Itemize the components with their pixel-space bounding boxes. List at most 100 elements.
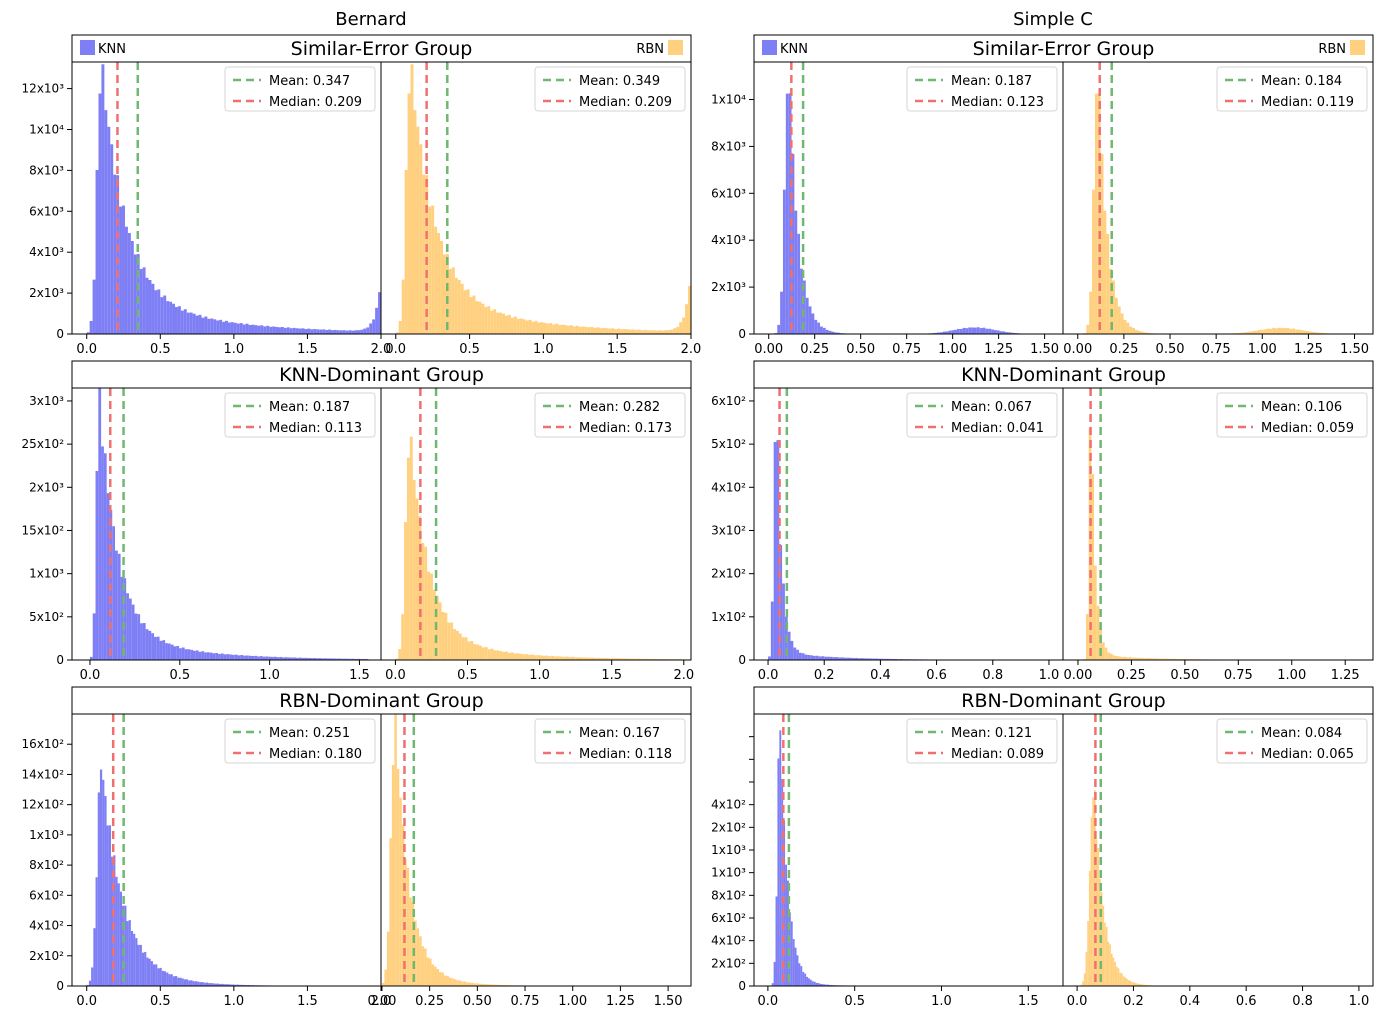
hist-bar — [802, 280, 806, 334]
x-tick-label: 1.25 — [1294, 342, 1323, 357]
legend-box — [224, 718, 376, 764]
hist-bar — [835, 657, 839, 660]
hist-bar — [262, 656, 266, 660]
hist-bar — [812, 655, 816, 660]
hist-bar — [496, 984, 499, 986]
hist-bar — [431, 964, 435, 986]
hist-bar — [232, 984, 235, 986]
hist-bar — [122, 205, 125, 334]
hist-bar — [473, 644, 477, 660]
hist-bar — [419, 936, 422, 986]
hist-bar — [682, 317, 686, 334]
legend-mean-label: Mean: 0.067 — [951, 400, 1032, 415]
group-title: Similar-Error Group — [291, 38, 473, 60]
hist-bar — [319, 329, 323, 334]
hist-bar — [657, 658, 661, 660]
hist-bar — [849, 657, 853, 660]
hist-bar — [95, 170, 99, 334]
hist-bar — [815, 655, 819, 660]
hist-bar — [188, 980, 191, 986]
hist-bar — [894, 658, 898, 660]
hist-bar — [623, 329, 627, 334]
hist-bar — [476, 644, 480, 660]
hist-bar — [1117, 306, 1121, 334]
hist-bar — [620, 658, 624, 660]
hist-bar — [416, 126, 420, 334]
hist-bar — [389, 838, 392, 986]
hist-bar — [539, 655, 543, 660]
hist-bar — [479, 645, 482, 660]
legend-mean-label: Mean: 0.121 — [951, 726, 1032, 741]
hist-bar — [279, 656, 283, 660]
hist-bar — [304, 657, 308, 660]
hist-bar — [575, 325, 579, 334]
hist-bar — [241, 984, 244, 986]
hist-bar — [206, 652, 210, 660]
hist-bar — [468, 982, 472, 986]
hist-bar — [97, 792, 100, 986]
hist-bar — [415, 498, 419, 660]
histogram-knn — [768, 93, 1054, 334]
hist-bar — [780, 291, 783, 334]
hist-bar — [471, 982, 474, 986]
hist-bar — [676, 326, 680, 334]
hist-bar — [788, 93, 792, 334]
hist-bar — [116, 175, 120, 334]
hist-bar — [817, 322, 821, 334]
hist-bar — [378, 292, 381, 334]
hist-bar — [243, 655, 246, 660]
hist-bar — [956, 328, 960, 334]
hist-bar — [802, 971, 805, 986]
legend-mean-label: Mean: 0.084 — [1261, 726, 1342, 741]
legend-median-label: Median: 0.089 — [951, 747, 1044, 762]
hist-bar — [1114, 297, 1118, 334]
hist-bar — [1144, 984, 1147, 986]
hist-bar — [652, 658, 655, 660]
hist-bar — [1112, 280, 1115, 334]
hist-bar — [1252, 330, 1256, 334]
hist-bar — [466, 289, 470, 334]
hist-bar — [233, 322, 237, 334]
hist-bar — [481, 647, 485, 660]
hist-bar — [522, 654, 526, 660]
x-tick-label: 0.50 — [846, 342, 875, 357]
hist-bar — [782, 583, 785, 660]
hist-bar — [1126, 322, 1130, 334]
hist-bar — [369, 323, 373, 334]
hist-bar — [1082, 981, 1084, 986]
hist-bar — [779, 730, 782, 986]
hist-bar — [237, 655, 241, 660]
hist-bar — [603, 658, 606, 660]
hist-bar — [843, 657, 847, 660]
hist-bar — [1139, 984, 1142, 986]
x-tick-label: 0.0 — [76, 342, 97, 357]
hist-bar — [614, 658, 618, 660]
hist-bar — [825, 329, 829, 334]
hist-bar — [796, 649, 799, 660]
hist-bar — [434, 226, 438, 334]
hist-bar — [591, 657, 595, 660]
x-tick-label: 0.8 — [982, 668, 1003, 683]
x-tick-label: 0.0 — [80, 668, 101, 683]
hist-bar — [394, 714, 397, 986]
hist-bar — [307, 328, 311, 334]
hist-bar — [409, 436, 413, 660]
panel-7: 0.00 0.25 0.50 0.75 1.00 1.25 Mean: 0.106 Media… — [1062, 387, 1374, 683]
legend-mean-label: Mean: 0.187 — [951, 74, 1032, 89]
hist-bar — [354, 658, 358, 660]
hist-bar — [1011, 332, 1014, 334]
y-tick-label: 8x10² — [711, 888, 746, 902]
hist-bar — [148, 958, 151, 986]
x-tick-label: 0.75 — [1224, 668, 1253, 683]
hist-bar — [588, 657, 592, 660]
hist-bar — [463, 981, 467, 986]
hist-bar — [600, 657, 604, 660]
legend-median-label: Median: 0.209 — [579, 95, 672, 110]
hist-bar — [1146, 332, 1150, 334]
hist-bar — [818, 656, 822, 660]
hist-bar — [481, 303, 485, 334]
hist-bar — [190, 980, 193, 986]
hist-bar — [167, 643, 171, 660]
hist-bar — [251, 324, 255, 334]
y-tick-label: 8x10² — [29, 858, 64, 872]
